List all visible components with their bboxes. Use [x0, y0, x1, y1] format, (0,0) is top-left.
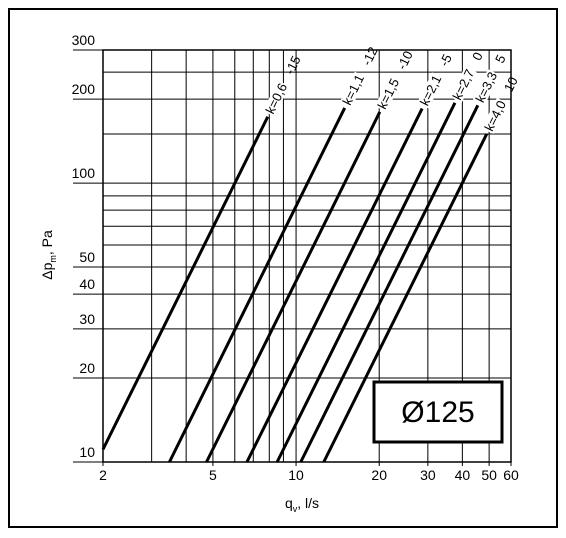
curve-label: k=2,1	[417, 73, 445, 108]
curve-top-label: -15	[282, 53, 304, 77]
plot-border	[102, 49, 512, 463]
y-tick-label: 30	[79, 311, 95, 327]
y-label-main: Δp	[39, 262, 55, 279]
y-tick-label: 20	[79, 360, 95, 376]
curve	[275, 102, 457, 463]
curve-top-label: -10	[394, 48, 416, 72]
curve-top-label: -12	[359, 44, 381, 68]
x-tick-label: 40	[455, 467, 471, 483]
x-label-main: q	[285, 495, 293, 511]
x-tick-label: 10	[288, 467, 304, 483]
curve-label-bg	[262, 80, 290, 117]
x-tick-label: 2	[99, 467, 107, 483]
curve-label-bg	[472, 69, 500, 106]
curve-top-label: -5	[436, 52, 455, 69]
x-tick-label: 30	[420, 467, 436, 483]
y-label-rest: , Pa	[39, 230, 55, 255]
curve-label: k=0,6	[262, 81, 290, 116]
y-label-sub: m	[48, 255, 58, 263]
curve-label-bg	[374, 75, 402, 112]
y-tick-label: 300	[72, 32, 96, 48]
annotation: Ø125	[401, 396, 474, 429]
y-tick-label: 40	[79, 276, 95, 292]
x-tick-label: 60	[503, 467, 519, 483]
y-tick-label: 100	[72, 165, 96, 181]
curve-label: k=1,1	[339, 72, 367, 107]
curve-label-bg	[417, 72, 444, 109]
x-tick-label: 5	[209, 467, 217, 483]
curve	[101, 116, 270, 451]
y-axis-label: Δpm, Pa	[39, 230, 58, 280]
x-tick-label: 20	[371, 467, 387, 483]
y-tick-label: 200	[72, 81, 96, 97]
curve-top-label: 0	[469, 50, 486, 63]
curve	[205, 111, 382, 463]
curve-top-label: 5	[492, 52, 509, 65]
x-axis-label: qv, l/s	[285, 495, 319, 514]
frame	[8, 8, 558, 528]
curve-label-bg	[339, 71, 367, 108]
x-label-sub: v	[293, 504, 298, 514]
curve-top-label: 10	[501, 74, 521, 94]
curve-label: k=1,5	[374, 76, 402, 111]
curve	[245, 107, 424, 463]
y-tick-label: 50	[79, 249, 95, 265]
curve	[322, 133, 489, 463]
curve-label-bg	[481, 97, 509, 134]
y-tick-label: 10	[79, 444, 95, 460]
curve	[299, 104, 480, 463]
x-label-rest: , l/s	[297, 495, 319, 511]
curve	[168, 107, 347, 463]
curve-label-bg	[449, 66, 477, 103]
annotation-box	[372, 380, 504, 444]
x-tick-label: 50	[481, 467, 497, 483]
